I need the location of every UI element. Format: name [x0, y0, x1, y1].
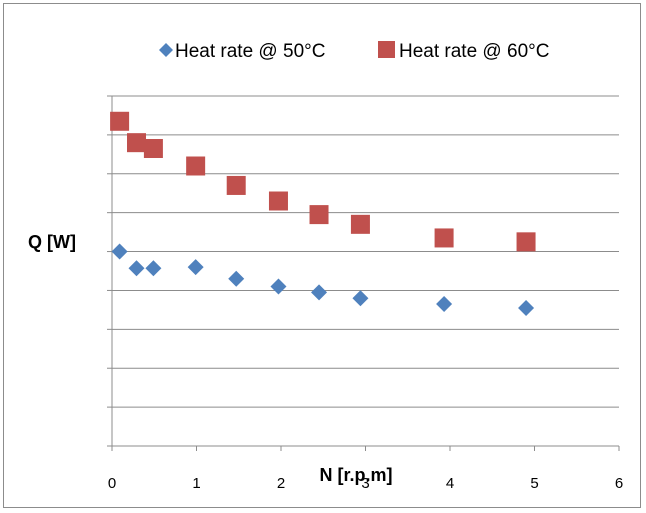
legend-item-series-2: Heat rate @ 60°C: [378, 41, 549, 62]
data-point-square: [186, 156, 206, 176]
data-point-square: [350, 214, 370, 234]
legend: Heat rate @ 50°C Heat rate @ 60°C: [159, 41, 549, 62]
legend-marker-diamond: [159, 43, 173, 57]
data-point-diamond: [228, 270, 245, 287]
x-tick-label: 3: [361, 475, 369, 492]
data-point-square: [226, 175, 246, 195]
data-point-square: [309, 205, 329, 225]
data-points: [110, 111, 536, 316]
x-tick-label: 1: [192, 475, 200, 492]
data-point-diamond: [311, 284, 328, 301]
x-axis-ticks: 0 1 2 3 4 5 6: [108, 446, 623, 492]
data-point-square: [268, 191, 288, 211]
x-tick-label: 4: [446, 475, 454, 492]
data-point-diamond: [518, 299, 535, 316]
x-tick-label: 0: [108, 475, 116, 492]
x-axis-title: N [r.p.m]: [319, 465, 392, 485]
legend-marker-square: [378, 41, 395, 58]
x-tick-label: 6: [615, 475, 623, 492]
data-point-square: [143, 139, 163, 158]
data-point-diamond: [187, 259, 204, 276]
x-tick-label: 5: [530, 475, 538, 492]
legend-item-series-1: Heat rate @ 50°C: [159, 41, 325, 62]
series-2-points: [110, 111, 536, 252]
legend-label-series-2: Heat rate @ 60°C: [399, 41, 549, 62]
data-point-square: [110, 111, 130, 131]
gridlines: [112, 95, 619, 447]
axes: [107, 95, 619, 447]
data-point-square: [516, 232, 536, 252]
data-point-diamond: [128, 260, 145, 277]
series-1-points: [111, 243, 535, 316]
data-point-diamond: [145, 260, 162, 277]
data-point-diamond: [270, 278, 287, 295]
data-point-square: [434, 228, 454, 248]
data-point-diamond: [436, 296, 453, 313]
legend-label-series-1: Heat rate @ 50°C: [175, 41, 325, 62]
y-axis-title: Q [W]: [28, 232, 76, 252]
x-tick-label: 2: [277, 475, 285, 492]
data-point-diamond: [111, 243, 128, 260]
data-point-diamond: [352, 290, 369, 307]
data-point-square: [127, 133, 147, 153]
chart-frame: [3, 3, 641, 508]
